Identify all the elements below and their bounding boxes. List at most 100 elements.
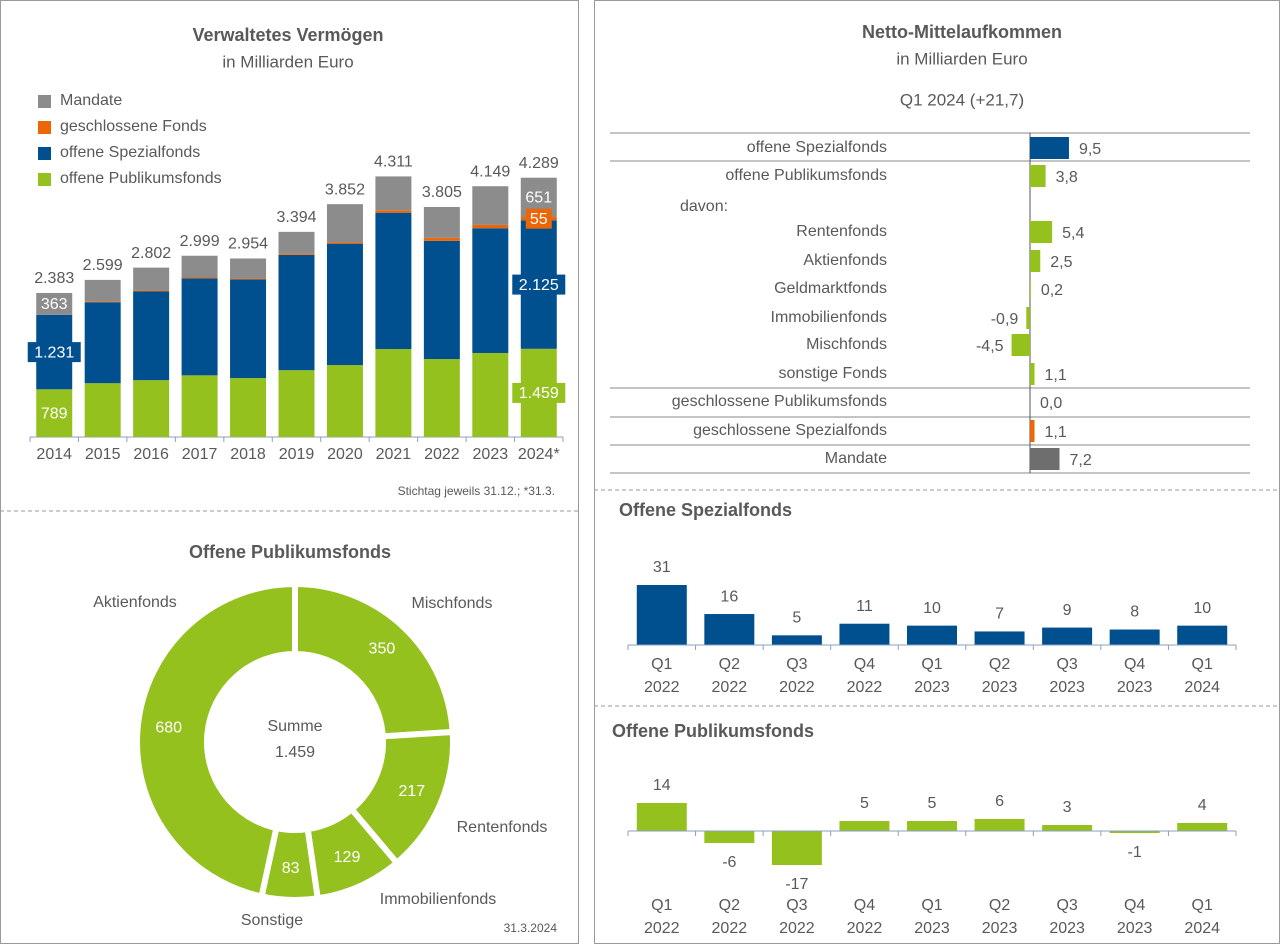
x-tick-label: 2023 [1049, 679, 1085, 696]
bar-segment [326, 204, 363, 243]
value-label: -17 [785, 876, 808, 893]
x-tick-label: 2024 [1184, 920, 1220, 937]
legend-swatch [38, 173, 51, 186]
bar [907, 821, 957, 831]
bar [636, 585, 687, 645]
value-label: 680 [155, 720, 182, 737]
value-label: 11 [856, 598, 873, 615]
legend-label: offene Publikumsfonds [60, 170, 222, 187]
center-total: 1.459 [275, 744, 315, 761]
chart-subtitle: in Milliarden Euro [222, 52, 353, 71]
x-tick-label: 2020 [327, 446, 363, 463]
chart-title: Offene Spezialfonds [619, 500, 792, 520]
bar-segment [472, 186, 509, 225]
note: Stichtag jeweils 31.12.; *31.3. [398, 484, 555, 498]
y-tick-label: sonstige Fonds [778, 365, 887, 382]
x-tick-label: 2023 [982, 920, 1018, 937]
value-label: 7,2 [1070, 452, 1092, 469]
bar [1030, 448, 1060, 470]
bar-segment [472, 352, 509, 437]
bar-segment [181, 278, 218, 376]
value-label: 8 [1130, 604, 1139, 621]
bar [1042, 627, 1093, 645]
x-tick-label: 2022 [847, 920, 883, 937]
value-label-box [521, 187, 557, 208]
slice-label: Sonstige [241, 912, 303, 929]
x-tick-label: Q2 [989, 656, 1010, 673]
bar [974, 631, 1025, 645]
legend-label: Mandate [60, 92, 122, 109]
value-label: 363 [41, 296, 68, 313]
x-tick-label: Q2 [719, 897, 740, 914]
total-label: 2.999 [180, 233, 220, 250]
bar-segment [423, 237, 460, 241]
legend-swatch [38, 121, 51, 134]
x-tick-label: Q1 [1192, 656, 1213, 673]
value-label: 4 [1198, 797, 1207, 814]
x-tick-label: 2022 [847, 679, 883, 696]
bar [1177, 625, 1228, 645]
bar [839, 821, 890, 831]
bar [1177, 823, 1228, 831]
x-tick-label: 2023 [982, 679, 1018, 696]
value-label: -6 [722, 854, 736, 871]
bar [907, 625, 957, 645]
bar-segment [230, 278, 267, 280]
x-tick-label: 2022 [644, 920, 680, 937]
x-tick-label: 2022 [779, 679, 815, 696]
x-tick-label: 2024* [518, 446, 560, 463]
value-label: 1,1 [1045, 367, 1067, 384]
value-label: 651 [525, 190, 552, 207]
bar-segment [230, 378, 267, 437]
x-tick-label: 2023 [914, 920, 950, 937]
x-tick-label: Q3 [786, 897, 807, 914]
y-tick-label: Immobilienfonds [771, 309, 888, 326]
value-label: 789 [41, 405, 68, 422]
value-label-box [27, 342, 81, 363]
value-label: -1 [1128, 844, 1142, 861]
value-label: 16 [720, 588, 738, 605]
x-tick-label: 2014 [36, 446, 72, 463]
bar [704, 614, 755, 645]
x-tick-label: Q4 [854, 656, 875, 673]
x-tick-label: 2022 [712, 679, 748, 696]
total-label: 4.289 [519, 155, 559, 172]
y-tick-label: Mandate [825, 450, 887, 467]
value-label: 55 [530, 211, 548, 228]
total-label: 2.383 [34, 270, 74, 287]
x-tick-label: 2016 [133, 446, 169, 463]
panel-left [0, 0, 579, 944]
value-label-box [512, 274, 566, 295]
value-label: 3 [1063, 799, 1072, 816]
value-label: 83 [282, 860, 300, 877]
bar-segment [133, 291, 170, 381]
total-label: 3.805 [422, 184, 462, 201]
bar-segment [133, 290, 170, 292]
x-tick-label: 2022 [644, 679, 680, 696]
value-label: 14 [653, 777, 671, 794]
value-label-box [512, 382, 566, 403]
bar-segment [278, 370, 315, 437]
bar-segment [375, 210, 412, 213]
value-label: 2.125 [519, 277, 559, 294]
slice-label: Immobilienfonds [380, 891, 497, 908]
bar [1026, 307, 1030, 329]
bar [1109, 831, 1160, 833]
bar-segment [326, 365, 363, 437]
chart-period: Q1 2024 (+21,7) [900, 90, 1024, 109]
value-label: -0,9 [991, 311, 1019, 328]
bar-segment [230, 279, 267, 379]
bar [771, 635, 822, 645]
x-tick-label: Q3 [1056, 897, 1077, 914]
bar-segment [133, 380, 170, 437]
x-tick-label: 2015 [85, 446, 121, 463]
value-label: 2,5 [1050, 254, 1072, 271]
y-tick-label: Aktienfonds [803, 252, 887, 269]
x-tick-label: Q3 [1056, 656, 1077, 673]
bar-segment [423, 207, 460, 238]
x-tick-label: Q3 [786, 656, 807, 673]
chart-title: Offene Publikumsfonds [612, 721, 814, 741]
value-label: 31 [653, 559, 671, 576]
x-tick-label: Q1 [651, 656, 672, 673]
total-label: 2.802 [131, 245, 171, 262]
